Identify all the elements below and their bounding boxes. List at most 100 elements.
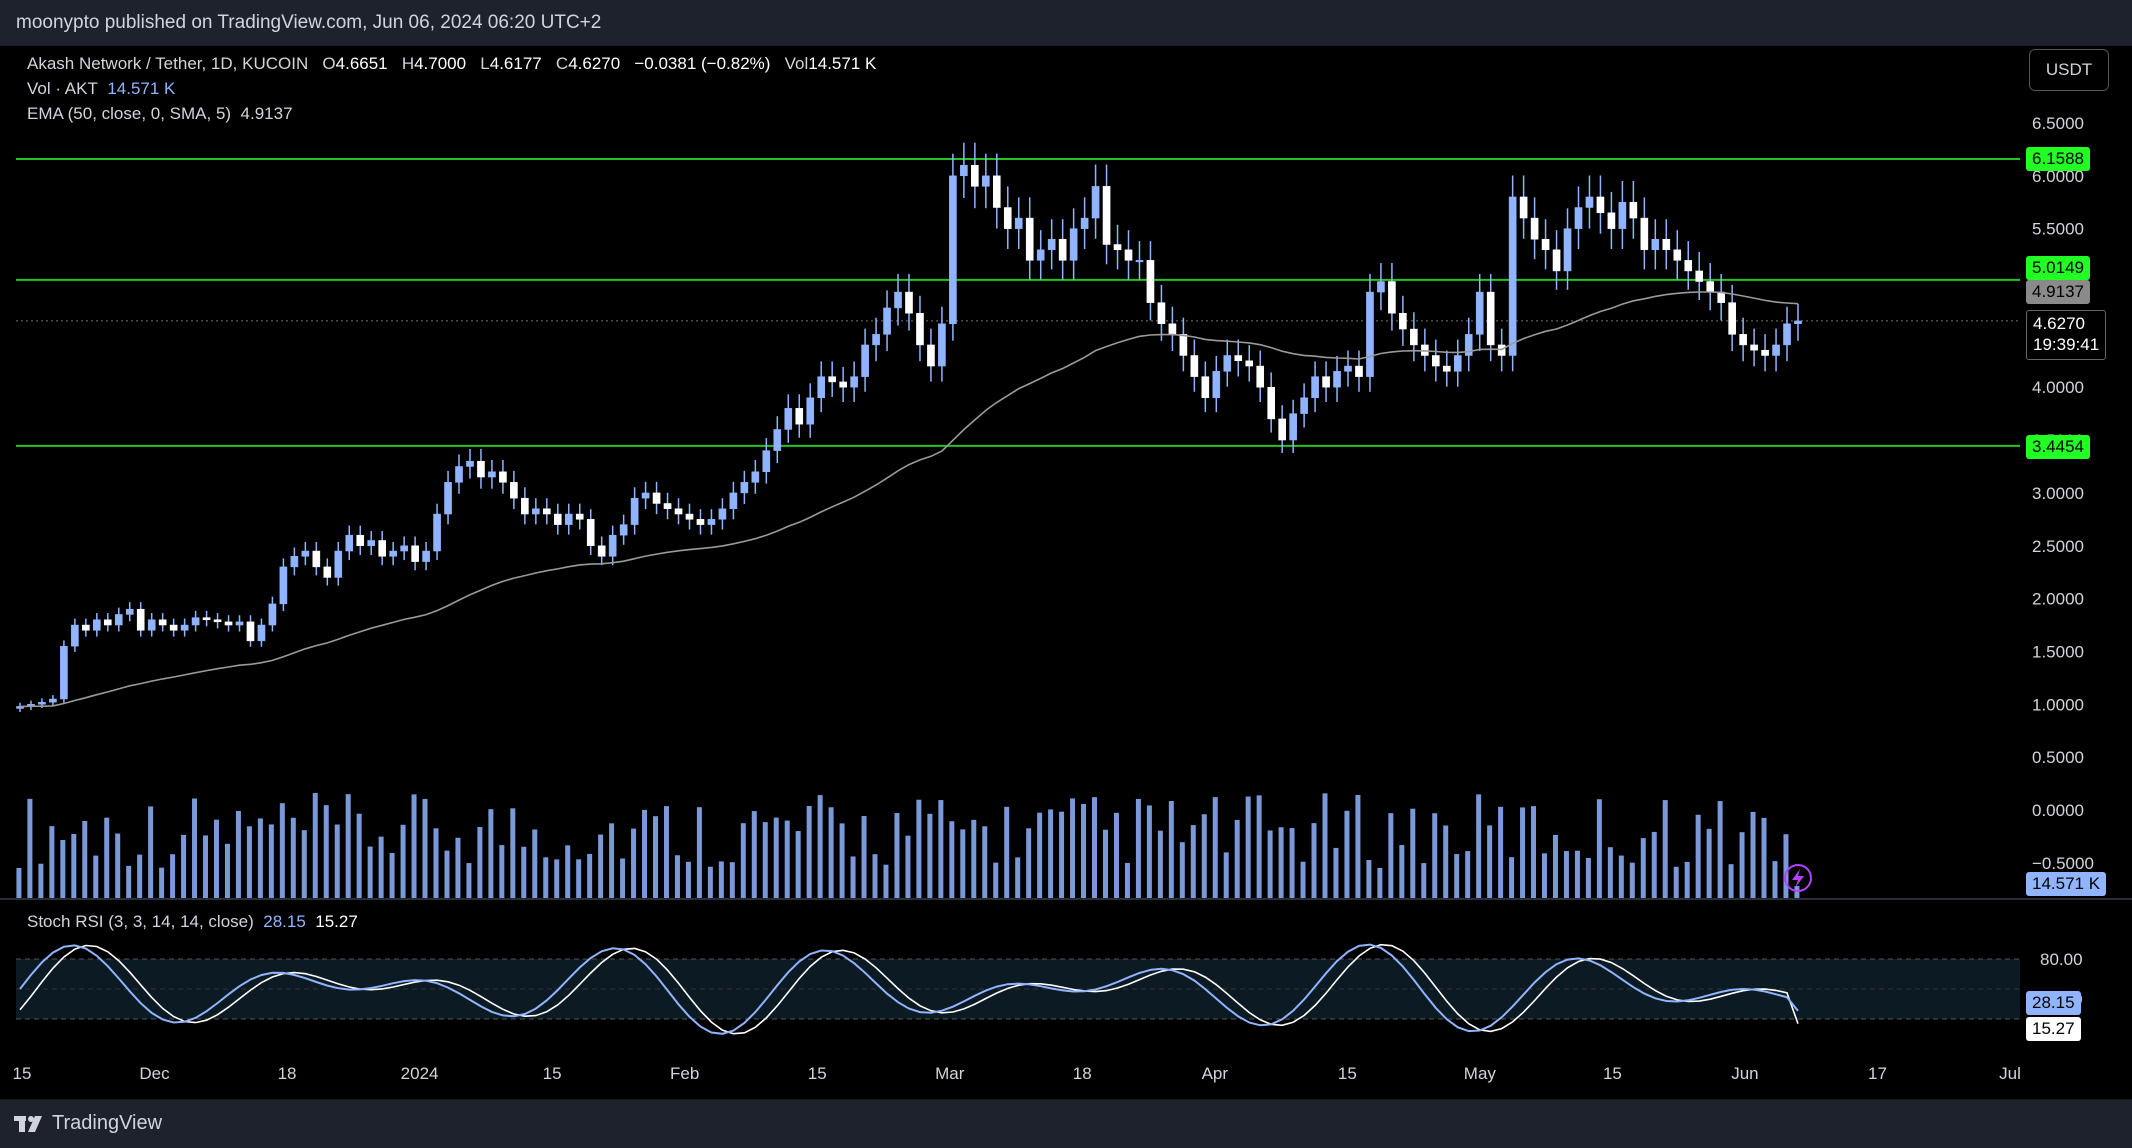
candle-body xyxy=(927,344,935,367)
candle-body xyxy=(290,556,299,568)
volume-bar xyxy=(16,868,22,898)
level-high-label: 6.1588 xyxy=(2026,147,2090,171)
candle-body xyxy=(158,619,167,626)
chart-area[interactable]: 6.50006.00005.50005.00004.00003.50003.00… xyxy=(0,46,2132,1100)
candle-body xyxy=(817,376,826,399)
volume-bar xyxy=(532,829,538,898)
time-axis-tick: 17 xyxy=(1868,1064,1887,1083)
candle-body xyxy=(1080,217,1089,229)
candle-body xyxy=(444,482,452,515)
volume-legend-value: 14.571 K xyxy=(107,79,176,98)
lightning-icon[interactable] xyxy=(1784,864,1812,892)
volume-bar xyxy=(609,823,615,898)
volume-bar xyxy=(104,817,110,898)
candle-body xyxy=(861,344,869,377)
volume-bar xyxy=(82,821,88,898)
candle-body xyxy=(916,312,924,346)
volume-bar xyxy=(1234,819,1240,898)
level-mid-label: 5.0149 xyxy=(2026,256,2090,280)
volume-bar xyxy=(916,799,922,898)
time-axis-tick: 15 xyxy=(808,1064,827,1083)
candle-body xyxy=(323,566,332,578)
candle-body xyxy=(762,450,771,473)
time-axis-tick: Feb xyxy=(670,1064,699,1083)
candle-body xyxy=(1684,260,1693,272)
volume-bar xyxy=(1157,830,1163,898)
candle-body xyxy=(257,624,266,642)
volume-bar xyxy=(751,811,757,898)
volume-bar xyxy=(345,794,351,898)
candle-body xyxy=(235,621,244,626)
volume-bar xyxy=(510,808,516,898)
candle-body xyxy=(1651,238,1660,251)
candle-body xyxy=(1289,413,1297,441)
candle-body xyxy=(1256,365,1265,388)
candle-body xyxy=(1234,355,1243,362)
price-axis-tick: 0.5000 xyxy=(2032,748,2084,767)
volume-bar xyxy=(817,795,823,898)
candle-body xyxy=(147,619,156,631)
open-label: O xyxy=(322,54,336,73)
volume-bar xyxy=(828,807,834,898)
candle-body xyxy=(630,497,639,525)
candle-body xyxy=(1201,376,1210,399)
volume-bar xyxy=(60,839,66,898)
price-axis-tick: 3.0000 xyxy=(2032,484,2084,503)
volume-bar xyxy=(1717,801,1723,898)
high-value: 4.7000 xyxy=(414,54,467,73)
time-axis-tick: Apr xyxy=(1202,1064,1229,1083)
volume-bar xyxy=(1739,832,1745,898)
volume-bar xyxy=(1596,799,1602,898)
volume-bar xyxy=(466,863,472,898)
price-axis-tick: 1.5000 xyxy=(2032,642,2084,661)
candle-body xyxy=(246,621,255,642)
tradingview-logo[interactable]: TradingView xyxy=(14,1112,162,1135)
candle-body xyxy=(422,550,430,562)
candle-body xyxy=(1772,344,1780,356)
stoch-legend[interactable]: Stoch RSI (3, 3, 14, 14, close) 28.15 15… xyxy=(27,912,358,932)
candle-body xyxy=(224,621,233,626)
volume-bar xyxy=(598,834,604,898)
volume-bar xyxy=(1542,853,1547,898)
volume-bar xyxy=(861,816,867,898)
volume-bar xyxy=(1761,817,1767,898)
candle-body xyxy=(674,508,683,515)
ema-legend[interactable]: EMA (50, close, 0, SMA, 5) 4.9137 xyxy=(27,104,293,124)
stoch-k-price-label: 28.15 xyxy=(2026,991,2081,1015)
candle-body xyxy=(1706,281,1715,293)
chart-canvas[interactable]: 6.50006.00005.50005.00004.00003.50003.00… xyxy=(0,46,2132,1100)
candle-body xyxy=(433,513,441,552)
candle-body xyxy=(894,291,902,309)
candle-body xyxy=(663,503,672,510)
volume-bar xyxy=(290,817,296,898)
stoch-legend-title: Stoch RSI (3, 3, 14, 14, close) xyxy=(27,912,254,931)
price-axis-tick: 5.5000 xyxy=(2032,220,2084,239)
footer-bar: TradingView xyxy=(0,1100,2132,1148)
candle-body xyxy=(1585,196,1594,208)
candle-body xyxy=(1717,291,1725,303)
candle-body xyxy=(1025,217,1034,261)
candle-body xyxy=(1673,249,1682,261)
stoch-d-price-label: 15.27 xyxy=(2026,1017,2081,1041)
candle-body xyxy=(378,540,387,557)
volume-bar xyxy=(1585,857,1591,898)
volume-bar xyxy=(982,826,988,898)
last-price-value: 4.6270 xyxy=(2033,314,2085,333)
candle-body xyxy=(1388,281,1396,314)
volume-bar xyxy=(115,833,121,898)
candle-body xyxy=(136,608,145,631)
volume-bar xyxy=(499,845,505,898)
lightning-icon-ring xyxy=(1784,864,1812,892)
vol-label: Vol xyxy=(784,54,809,73)
symbol-name[interactable]: Akash Network / Tether, 1D, KUCOIN xyxy=(27,54,309,73)
candle-body xyxy=(1728,302,1736,335)
volume-bar xyxy=(674,855,680,898)
candle-body xyxy=(1212,371,1221,399)
candle-body xyxy=(103,619,112,626)
volume-bar xyxy=(631,828,637,898)
volume-bar xyxy=(1531,806,1537,898)
volume-bar xyxy=(334,824,340,898)
volume-legend[interactable]: Vol · AKT 14.571 K xyxy=(27,79,175,99)
candle-body xyxy=(71,624,79,647)
currency-button[interactable]: USDT xyxy=(2029,49,2109,91)
